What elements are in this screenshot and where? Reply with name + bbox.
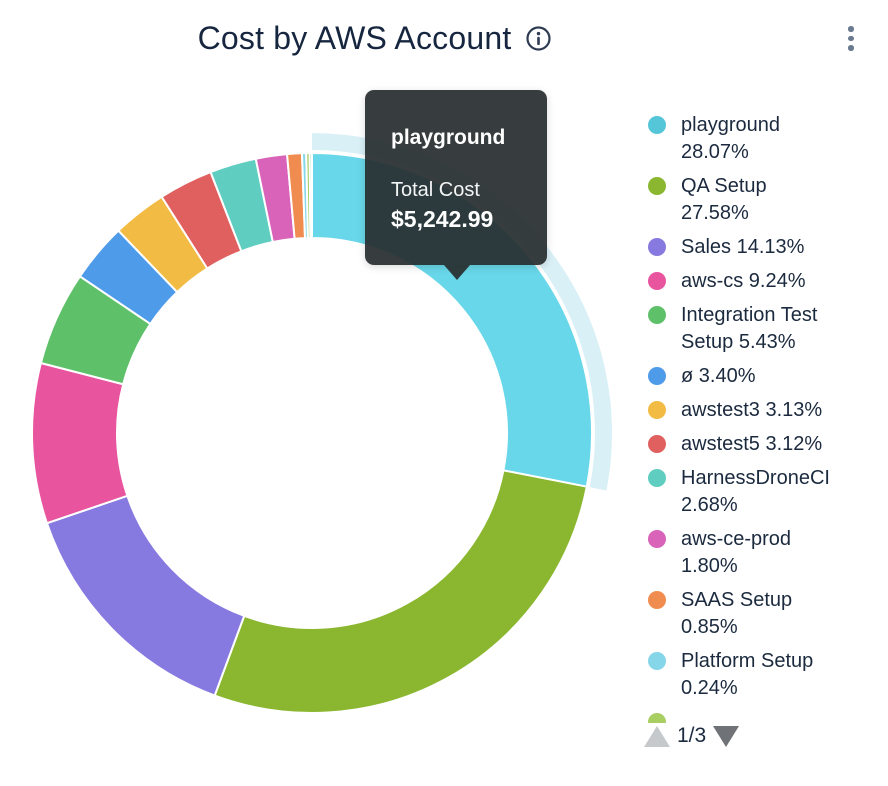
- legend-color-dot: [648, 530, 666, 548]
- legend-item-awstest3[interactable]: awstest3 3.13%: [648, 397, 878, 424]
- legend-item-integration-test-setup[interactable]: Integration Test Setup 5.43%: [648, 302, 878, 356]
- legend-item-label: Integration Test Setup 5.43%: [681, 304, 818, 353]
- legend-item-label: QA Setup 27.58%: [681, 175, 767, 224]
- kebab-menu-icon[interactable]: [845, 26, 857, 51]
- chart-title: Cost by AWS Account: [197, 20, 512, 56]
- legend-pagination: 1/3: [644, 724, 740, 748]
- legend-item-partial-next[interactable]: [648, 709, 878, 723]
- tooltip-series-name: playground: [391, 126, 506, 149]
- legend-page-down-icon[interactable]: [713, 725, 740, 747]
- legend-item-label: HarnessDroneCI 2.68%: [681, 467, 830, 516]
- legend-color-dot: [648, 116, 666, 134]
- pie-slice-unlabeled[interactable]: [308, 151, 313, 240]
- legend-item-label: aws-cs 9.24%: [681, 270, 806, 292]
- legend-item-qa-setup[interactable]: QA Setup 27.58%: [648, 173, 878, 227]
- legend-color-dot: [648, 272, 666, 290]
- info-icon[interactable]: [525, 25, 552, 52]
- legend-item-label: aws-ce-prod 1.80%: [681, 528, 792, 577]
- chart-legend: playground 28.07% QA Setup 27.58% Sales 14.1…: [648, 112, 878, 723]
- tooltip-value: $5,242.99: [391, 206, 494, 232]
- legend-item-ø[interactable]: ø 3.40%: [648, 363, 878, 390]
- pie-slice-sales[interactable]: [45, 494, 246, 697]
- legend-color-dot: [648, 591, 666, 609]
- legend-item-harnessdroneci[interactable]: HarnessDroneCI 2.68%: [648, 465, 878, 519]
- legend-item-awstest5[interactable]: awstest5 3.12%: [648, 431, 878, 458]
- legend-item-label: ø 3.40%: [681, 365, 756, 387]
- chart-tooltip: playground Total Cost $5,242.99: [365, 90, 547, 280]
- legend-page-up-icon[interactable]: [644, 725, 670, 747]
- legend-item-platform-setup[interactable]: Platform Setup 0.24%: [648, 648, 878, 702]
- tooltip-metric-label: Total Cost: [391, 179, 480, 201]
- tooltip-arrow-icon: [444, 265, 470, 280]
- legend-item-aws-ce-prod[interactable]: aws-ce-prod 1.80%: [648, 526, 878, 580]
- legend-color-dot: [648, 306, 666, 324]
- legend-color-dot: [648, 367, 666, 385]
- pie-slice-aws-cs[interactable]: [31, 361, 129, 525]
- legend-color-dot: [648, 238, 666, 256]
- legend-color-dot: [648, 401, 666, 419]
- legend-color-dot: [648, 652, 666, 670]
- legend-color-dot: [648, 713, 666, 723]
- legend-item-label: playground 28.07%: [681, 114, 780, 163]
- legend-item-sales[interactable]: Sales 14.13%: [648, 234, 878, 261]
- legend-item-playground[interactable]: playground 28.07%: [648, 112, 878, 166]
- legend-item-aws-cs[interactable]: aws-cs 9.24%: [648, 268, 878, 295]
- legend-color-dot: [648, 469, 666, 487]
- chart-header: Cost by AWS Account: [120, 20, 630, 57]
- legend-page-indicator: 1/3: [677, 724, 707, 747]
- legend-item-label: awstest3 3.13%: [681, 399, 823, 421]
- legend-item-saas-setup[interactable]: SAAS Setup 0.85%: [648, 587, 878, 641]
- legend-item-label: SAAS Setup 0.85%: [681, 589, 793, 638]
- legend-item-label: Platform Setup 0.24%: [681, 650, 814, 699]
- legend-color-dot: [648, 177, 666, 195]
- pie-slice-qa-setup[interactable]: [213, 469, 588, 714]
- legend-color-dot: [648, 435, 666, 453]
- legend-item-label: Sales 14.13%: [681, 236, 805, 258]
- legend-item-label: awstest5 3.12%: [681, 433, 823, 455]
